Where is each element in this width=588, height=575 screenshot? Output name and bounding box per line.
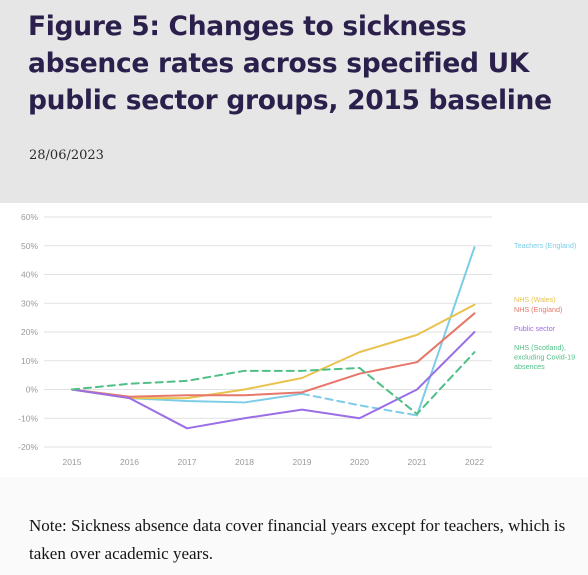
y-tick-label: 50% bbox=[21, 241, 38, 251]
figure-footer: Note: Sickness absence data cover financ… bbox=[0, 477, 588, 575]
series-label: absences bbox=[514, 362, 545, 371]
x-tick-label: 2016 bbox=[120, 457, 139, 467]
series-line bbox=[71, 312, 476, 398]
series-label: NHS (England) bbox=[514, 305, 562, 314]
y-tick-label: 10% bbox=[21, 356, 38, 366]
series-label: NHS (Wales) bbox=[514, 295, 556, 304]
x-tick-label: 2020 bbox=[350, 457, 369, 467]
y-tick-label: 20% bbox=[21, 327, 38, 337]
x-tick-label: 2021 bbox=[408, 457, 427, 467]
x-tick-label: 2018 bbox=[235, 457, 254, 467]
y-tick-label: -10% bbox=[18, 413, 38, 423]
series-label: excluding Covid-19 bbox=[514, 353, 575, 362]
footnote: Note: Sickness absence data cover financ… bbox=[29, 516, 566, 563]
x-tick-label: 2022 bbox=[465, 457, 484, 467]
x-tick-label: 2019 bbox=[293, 457, 312, 467]
x-tick-label: 2017 bbox=[178, 457, 197, 467]
series-label: NHS (Scotland), bbox=[514, 343, 566, 352]
series-line bbox=[301, 392, 418, 417]
y-tick-label: 40% bbox=[21, 270, 38, 280]
series-line bbox=[71, 351, 476, 415]
x-tick-label: 2015 bbox=[63, 457, 82, 467]
series-line bbox=[71, 331, 476, 430]
series-label: Public sector bbox=[514, 324, 556, 333]
y-tick-label: 60% bbox=[21, 212, 38, 222]
figure-title: Figure 5: Changes to sickness absence ra… bbox=[28, 11, 552, 116]
y-tick-label: -20% bbox=[18, 442, 38, 452]
figure-header: Figure 5: Changes to sickness absence ra… bbox=[0, 0, 588, 203]
series-line bbox=[416, 246, 476, 417]
publication-date: 28/06/2023 bbox=[29, 148, 104, 163]
line-chart: 60% 50% 40% 30% 20% 10% 0% -10% -20% 2015 2016 2017… bbox=[18, 212, 576, 467]
series-label: Teachers (England) bbox=[514, 241, 576, 250]
y-tick-label: 30% bbox=[21, 298, 38, 308]
series-line bbox=[71, 303, 476, 400]
chart-panel: 60% 50% 40% 30% 20% 10% 0% -10% -20% 2015 2016 2017… bbox=[0, 203, 588, 477]
y-tick-label: 0% bbox=[26, 385, 39, 395]
